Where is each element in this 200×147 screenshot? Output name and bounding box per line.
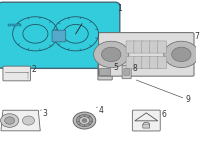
Circle shape: [164, 41, 199, 68]
FancyBboxPatch shape: [0, 2, 120, 68]
Circle shape: [79, 117, 90, 124]
Text: 1: 1: [117, 4, 122, 13]
FancyBboxPatch shape: [3, 66, 30, 81]
FancyBboxPatch shape: [126, 41, 135, 53]
Circle shape: [172, 47, 191, 62]
FancyBboxPatch shape: [8, 24, 11, 26]
FancyBboxPatch shape: [12, 24, 14, 26]
Circle shape: [82, 119, 87, 122]
FancyBboxPatch shape: [132, 110, 160, 131]
FancyBboxPatch shape: [143, 124, 150, 128]
FancyBboxPatch shape: [15, 24, 18, 26]
Text: 2: 2: [32, 65, 37, 74]
Circle shape: [1, 114, 19, 127]
FancyBboxPatch shape: [142, 41, 151, 53]
FancyBboxPatch shape: [157, 57, 167, 69]
Circle shape: [102, 47, 121, 62]
Circle shape: [22, 116, 35, 125]
Text: 6: 6: [161, 110, 166, 118]
FancyBboxPatch shape: [134, 41, 143, 53]
FancyBboxPatch shape: [100, 68, 110, 76]
FancyBboxPatch shape: [124, 69, 129, 75]
FancyBboxPatch shape: [98, 64, 112, 80]
FancyBboxPatch shape: [134, 57, 143, 69]
Text: 7: 7: [195, 32, 200, 41]
Text: 8: 8: [133, 64, 138, 73]
FancyBboxPatch shape: [99, 33, 194, 76]
Circle shape: [94, 41, 129, 68]
FancyBboxPatch shape: [150, 57, 159, 69]
Text: 9: 9: [186, 95, 190, 104]
FancyBboxPatch shape: [122, 65, 131, 79]
Polygon shape: [1, 110, 40, 131]
Text: 4: 4: [99, 106, 103, 115]
FancyBboxPatch shape: [150, 41, 159, 53]
FancyBboxPatch shape: [52, 30, 66, 42]
FancyBboxPatch shape: [19, 24, 21, 26]
Text: 5: 5: [114, 63, 119, 72]
FancyBboxPatch shape: [157, 41, 167, 53]
Circle shape: [73, 112, 96, 129]
Circle shape: [76, 115, 93, 127]
Text: 3: 3: [43, 109, 47, 118]
FancyBboxPatch shape: [142, 57, 151, 69]
Circle shape: [5, 117, 15, 124]
FancyBboxPatch shape: [126, 57, 135, 69]
